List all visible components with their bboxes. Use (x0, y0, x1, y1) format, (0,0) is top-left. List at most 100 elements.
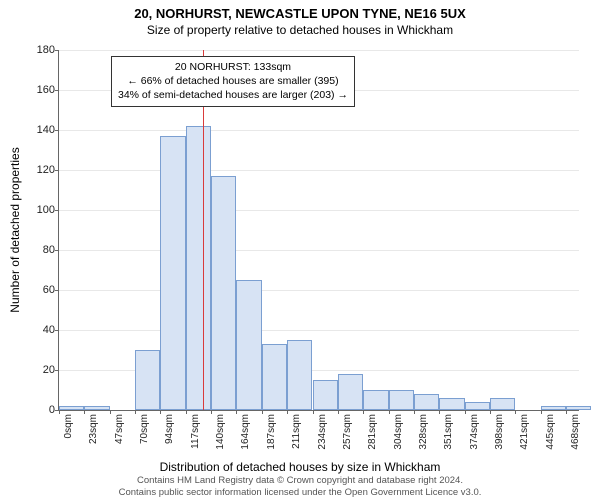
title-line-2: Size of property relative to detached ho… (0, 23, 600, 37)
x-tick-mark (211, 410, 212, 414)
histogram-bar (465, 402, 490, 410)
x-tick-mark (541, 410, 542, 414)
x-tick-mark (186, 410, 187, 414)
y-tick-mark (55, 290, 59, 291)
x-tick-mark (389, 410, 390, 414)
y-tick-mark (55, 250, 59, 251)
x-axis-label: Distribution of detached houses by size … (0, 460, 600, 474)
footer-line-1: Contains HM Land Registry data © Crown c… (0, 475, 600, 486)
grid-line (59, 170, 579, 171)
x-tick-mark (338, 410, 339, 414)
x-tick-mark (110, 410, 111, 414)
y-tick-label: 100 (15, 204, 55, 216)
histogram-bar (236, 280, 261, 410)
x-tick-label: 468sqm (570, 414, 581, 450)
grid-line (59, 130, 579, 131)
grid-line (59, 290, 579, 291)
y-tick-label: 60 (15, 284, 55, 296)
x-tick-label: 117sqm (190, 414, 201, 449)
histogram-bar (490, 398, 515, 410)
x-tick-mark (515, 410, 516, 414)
histogram-bar (541, 406, 566, 410)
y-tick-mark (55, 370, 59, 371)
x-tick-mark (313, 410, 314, 414)
annotation-line-3: 34% of semi-detached houses are larger (… (118, 88, 348, 102)
histogram-bar (338, 374, 363, 410)
histogram-bar (287, 340, 312, 410)
x-tick-mark (59, 410, 60, 414)
histogram-bar (389, 390, 414, 410)
histogram-bar (439, 398, 464, 410)
grid-line (59, 250, 579, 251)
x-tick-label: 234sqm (317, 414, 328, 450)
x-tick-mark (363, 410, 364, 414)
x-tick-label: 164sqm (240, 414, 251, 450)
y-tick-mark (55, 50, 59, 51)
x-tick-mark (490, 410, 491, 414)
y-tick-mark (55, 130, 59, 131)
x-tick-label: 140sqm (215, 414, 226, 450)
x-tick-mark (439, 410, 440, 414)
y-tick-mark (55, 330, 59, 331)
histogram-bar (59, 406, 84, 410)
histogram-bar (135, 350, 160, 410)
grid-line (59, 210, 579, 211)
annotation-box: 20 NORHURST: 133sqm← 66% of detached hou… (111, 56, 355, 107)
title-block: 20, NORHURST, NEWCASTLE UPON TYNE, NE16 … (0, 0, 600, 37)
y-tick-mark (55, 210, 59, 211)
x-tick-label: 23sqm (88, 414, 99, 444)
title-line-1: 20, NORHURST, NEWCASTLE UPON TYNE, NE16 … (0, 6, 600, 21)
histogram-bar (363, 390, 388, 410)
x-tick-label: 257sqm (342, 414, 353, 450)
y-tick-mark (55, 170, 59, 171)
x-tick-label: 281sqm (367, 414, 378, 450)
chart-area: 0204060801001201401601800sqm23sqm47sqm70… (58, 50, 578, 410)
histogram-bar (262, 344, 287, 410)
x-tick-label: 398sqm (494, 414, 505, 450)
x-tick-label: 187sqm (266, 414, 277, 450)
x-tick-mark (135, 410, 136, 414)
grid-line (59, 330, 579, 331)
histogram-bar (84, 406, 109, 410)
annotation-line-1: 20 NORHURST: 133sqm (118, 60, 348, 74)
histogram-bar (313, 380, 338, 410)
y-tick-label: 0 (15, 404, 55, 416)
x-tick-label: 211sqm (291, 414, 302, 449)
x-tick-mark (160, 410, 161, 414)
histogram-bar (160, 136, 185, 410)
x-tick-label: 47sqm (114, 414, 125, 444)
y-tick-label: 160 (15, 84, 55, 96)
footer-line-2: Contains public sector information licen… (0, 487, 600, 498)
x-tick-label: 374sqm (469, 414, 480, 450)
x-tick-mark (566, 410, 567, 414)
y-tick-label: 80 (15, 244, 55, 256)
x-tick-label: 0sqm (63, 414, 74, 438)
x-tick-mark (414, 410, 415, 414)
histogram-bar (211, 176, 236, 410)
y-tick-label: 120 (15, 164, 55, 176)
y-tick-label: 140 (15, 124, 55, 136)
y-tick-label: 20 (15, 364, 55, 376)
annotation-line-2: ← 66% of detached houses are smaller (39… (118, 74, 348, 88)
histogram-plot: 0204060801001201401601800sqm23sqm47sqm70… (58, 50, 579, 411)
x-tick-mark (287, 410, 288, 414)
x-tick-label: 328sqm (418, 414, 429, 450)
x-tick-label: 421sqm (519, 414, 530, 450)
x-tick-label: 445sqm (545, 414, 556, 450)
x-tick-label: 94sqm (164, 414, 175, 444)
x-tick-label: 351sqm (443, 414, 454, 450)
x-tick-mark (262, 410, 263, 414)
y-tick-label: 180 (15, 44, 55, 56)
x-tick-mark (84, 410, 85, 414)
histogram-bar (566, 406, 591, 410)
histogram-bar (186, 126, 211, 410)
histogram-bar (414, 394, 439, 410)
y-tick-label: 40 (15, 324, 55, 336)
x-tick-mark (236, 410, 237, 414)
y-tick-mark (55, 90, 59, 91)
x-tick-mark (465, 410, 466, 414)
x-tick-label: 70sqm (139, 414, 150, 444)
footer: Contains HM Land Registry data © Crown c… (0, 475, 600, 498)
grid-line (59, 50, 579, 51)
x-tick-label: 304sqm (393, 414, 404, 450)
